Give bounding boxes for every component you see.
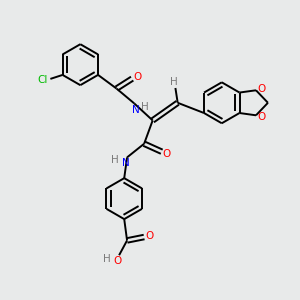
Text: O: O — [133, 72, 141, 82]
Text: N: N — [132, 105, 140, 115]
Text: N: N — [122, 158, 130, 168]
Text: Cl: Cl — [38, 75, 48, 85]
Text: H: H — [103, 254, 111, 264]
Text: O: O — [258, 112, 266, 122]
Text: O: O — [145, 231, 153, 241]
Text: O: O — [163, 149, 171, 159]
Text: H: H — [170, 77, 178, 87]
Text: H: H — [111, 155, 119, 165]
Text: O: O — [258, 84, 266, 94]
Text: H: H — [141, 102, 149, 112]
Text: O: O — [114, 256, 122, 266]
